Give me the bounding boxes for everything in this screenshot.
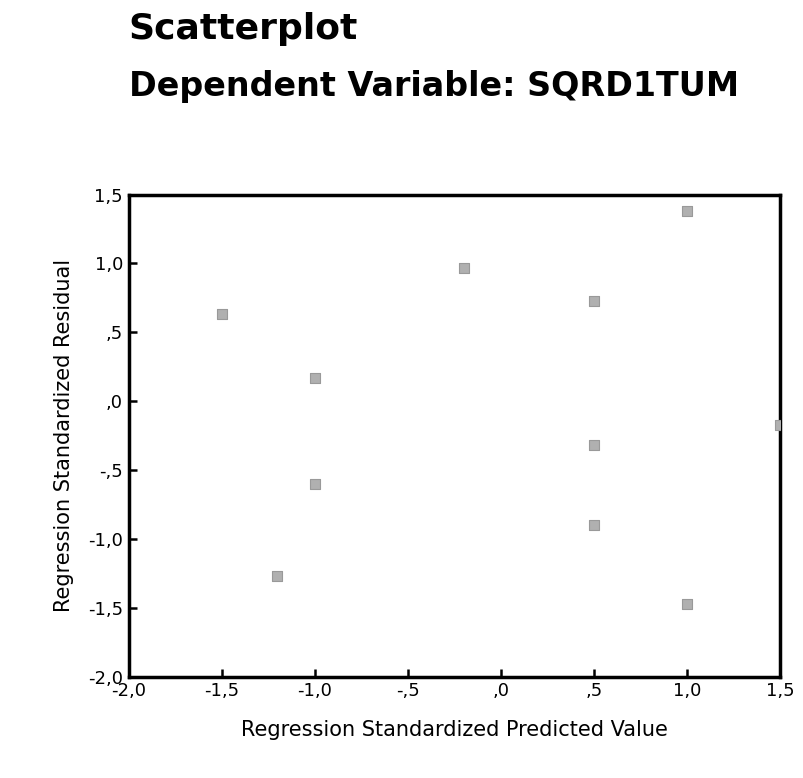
Point [587,439,600,451]
Point [679,598,692,610]
Text: Scatterplot: Scatterplot [128,12,357,46]
Point [215,308,228,321]
Point [679,205,692,217]
Point [587,294,600,307]
Point [457,261,470,274]
Point [772,419,785,431]
Y-axis label: Regression Standardized Residual: Regression Standardized Residual [54,259,74,612]
Point [587,519,600,531]
Point [308,478,320,490]
X-axis label: Regression Standardized Predicted Value: Regression Standardized Predicted Value [241,720,666,740]
Point [271,570,283,583]
Text: Dependent Variable: SQRD1TUM: Dependent Variable: SQRD1TUM [128,70,738,103]
Point [308,372,320,384]
